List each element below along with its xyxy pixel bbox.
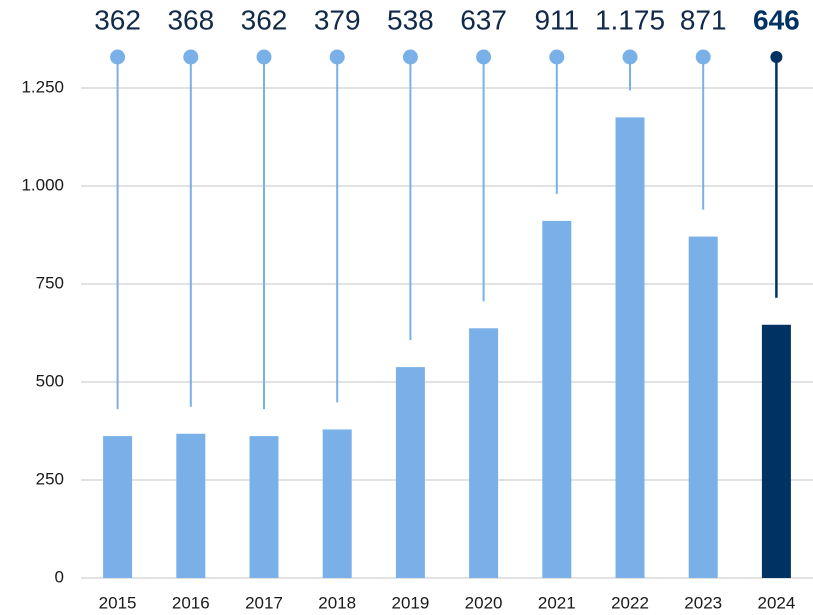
- y-tick-label: 750: [36, 273, 64, 292]
- x-tick-label: 2024: [757, 593, 795, 612]
- y-tick-label: 1.000: [21, 175, 64, 194]
- bar: [176, 433, 206, 578]
- value-label: 538: [387, 4, 434, 35]
- x-tick-label: 2017: [245, 593, 283, 612]
- y-tick-label: 500: [36, 371, 64, 390]
- bar: [615, 117, 645, 579]
- leader-dot: [110, 49, 126, 65]
- y-tick-label: 1.250: [21, 77, 64, 96]
- value-label: 646: [753, 4, 800, 35]
- x-tick-label: 2021: [538, 593, 576, 612]
- value-label: 1.175: [595, 4, 665, 35]
- leader-dot: [329, 49, 345, 65]
- x-tick-label: 2018: [318, 593, 356, 612]
- value-label: 368: [167, 4, 214, 35]
- leader-dot: [622, 49, 638, 65]
- leader-dot: [256, 49, 272, 65]
- x-tick-label: 2020: [465, 593, 503, 612]
- value-label: 637: [460, 4, 507, 35]
- bar: [469, 328, 499, 578]
- x-tick-label: 2022: [611, 593, 649, 612]
- bar: [688, 236, 718, 578]
- y-tick-label: 250: [36, 469, 64, 488]
- x-tick-label: 2015: [99, 593, 137, 612]
- leader-dot: [695, 49, 711, 65]
- value-label: 911: [534, 4, 579, 35]
- bar: [249, 436, 279, 578]
- x-tick-label: 2023: [684, 593, 722, 612]
- bar: [542, 220, 572, 578]
- x-tick-label: 2019: [391, 593, 429, 612]
- bar: [395, 367, 425, 578]
- value-label: 362: [241, 4, 288, 35]
- bar: [322, 429, 352, 578]
- y-tick-label: 0: [55, 567, 64, 586]
- leader-dot: [549, 49, 565, 65]
- value-label: 871: [680, 4, 727, 35]
- bar: [761, 324, 791, 578]
- bar: [103, 436, 133, 578]
- value-label: 379: [314, 4, 361, 35]
- leader-dot: [402, 49, 418, 65]
- leader-dot: [476, 49, 492, 65]
- x-tick-label: 2016: [172, 593, 210, 612]
- value-label: 362: [94, 4, 141, 35]
- leader-dot: [183, 49, 199, 65]
- leader-dot: [770, 51, 783, 63]
